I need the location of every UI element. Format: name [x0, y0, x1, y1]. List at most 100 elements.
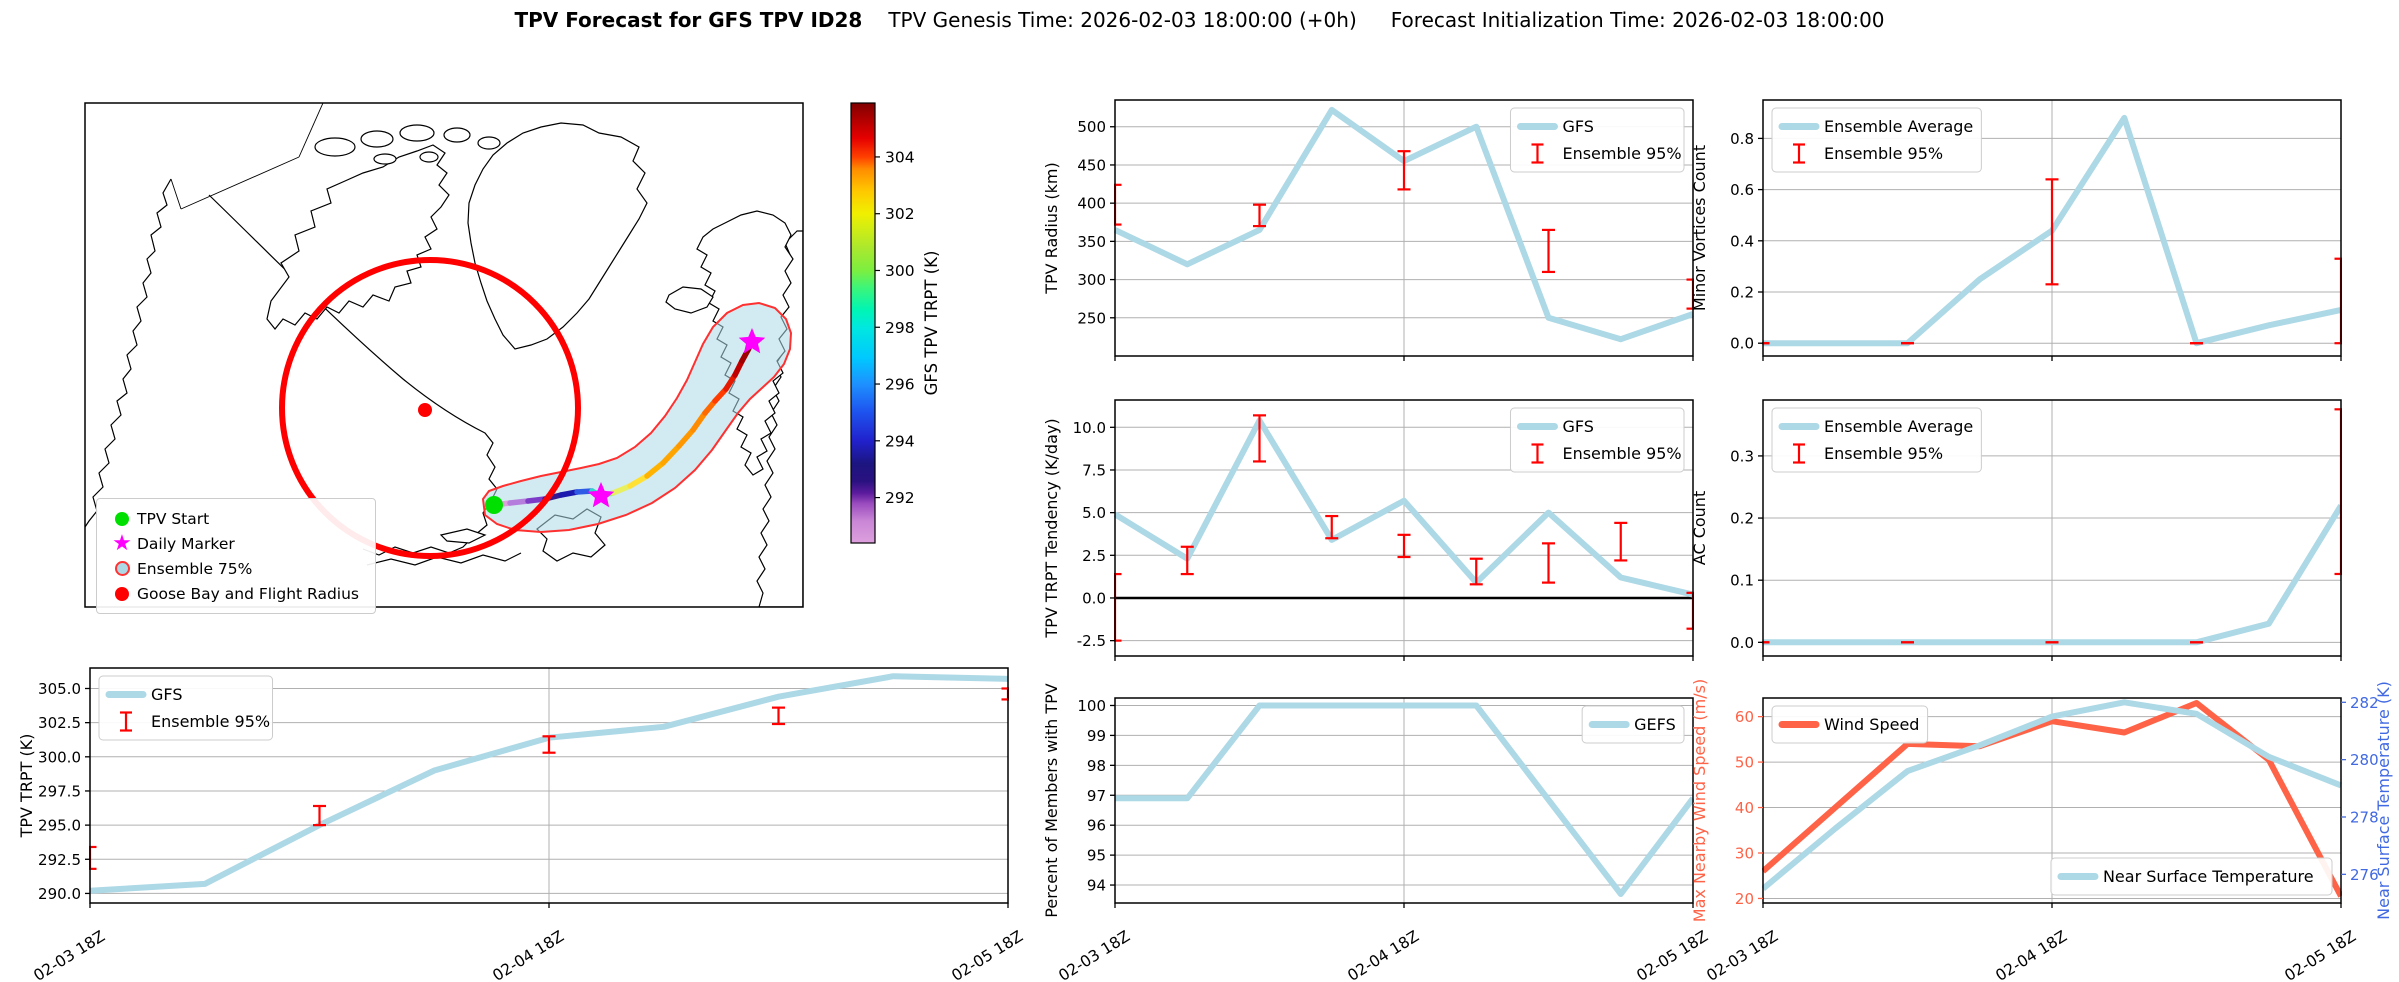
legend-label: GFS — [1562, 117, 1593, 136]
map-legend-label: Daily Marker — [137, 534, 235, 553]
legend-swatch-errorbar — [1793, 143, 1805, 164]
y-axis-label: Max Nearby Wind Speed (m/s) — [1690, 679, 1709, 922]
ytick-label: 350 — [1077, 233, 1106, 251]
legend: Ensemble Average Ensemble 95% — [1771, 407, 1982, 473]
ytick-label: 290.0 — [38, 885, 81, 903]
legend-swatch-errorbar — [120, 711, 132, 732]
legend-label: Ensemble 95% — [151, 712, 270, 731]
ytick-label: 97 — [1087, 787, 1106, 805]
ytick-label: 500 — [1077, 118, 1106, 136]
xtick-label: 02-04 18Z — [1344, 927, 1422, 982]
map-legend-row: ★ Daily Marker — [107, 531, 359, 556]
tpv-track — [491, 339, 755, 508]
ytick-label: 400 — [1077, 195, 1106, 213]
ytick-label-right: 276 — [2350, 866, 2379, 884]
ytick-label: 0.0 — [1730, 634, 1754, 652]
xtick-label: 02-03 18Z — [30, 927, 108, 982]
colorbar-tick-label: 304 — [885, 148, 915, 166]
ytick-label: 99 — [1087, 727, 1106, 745]
tpv-start-dot — [485, 496, 503, 514]
goose-bay-dot-icon — [107, 586, 137, 601]
legend-label: Ensemble 95% — [1824, 144, 1943, 163]
map-legend: TPV Start ★ Daily Marker Ensemble 75% Go… — [96, 498, 377, 614]
ytick-label: 98 — [1087, 757, 1106, 775]
legend-label: Ensemble 95% — [1824, 444, 1943, 463]
legend: Near Surface Temperature — [2050, 857, 2333, 896]
legend-label: GEFS — [1634, 715, 1676, 734]
colorbar-label: GFS TPV TRPT (K) — [922, 251, 941, 396]
legend-swatch-errorbar — [1531, 143, 1544, 164]
colorbar-tick-label: 298 — [885, 319, 915, 337]
ytick-label: -2.5 — [1077, 632, 1106, 650]
map-legend-row: Goose Bay and Flight Radius — [107, 581, 359, 606]
ytick-label: 300.0 — [38, 748, 81, 766]
legend-label: Ensemble Average — [1824, 417, 1973, 436]
ytick-label: 0.3 — [1730, 447, 1754, 465]
ytick-label: 250 — [1077, 309, 1106, 327]
chart-minor-vortices: 0.0 0.2 0.4 0.6 0.8 Minor Vortices Count Ensem… — [1690, 99, 2342, 361]
daily-marker-star — [738, 328, 766, 354]
legend-label: Wind Speed — [1824, 715, 1919, 734]
tpv-start-marker-icon — [107, 511, 137, 526]
colorbar: 292 294 296 298 300 302 304 GFS TPV TRPT (K) — [850, 102, 941, 544]
xtick-label: 02-05 18Z — [2281, 927, 2359, 982]
ytick-label: 0.4 — [1730, 232, 1754, 250]
ytick-label: 0.2 — [1730, 510, 1754, 528]
chart-tpv-radius: 250 300 350 400 450 500 TPV Radius (km) GFS Ense… — [1042, 99, 1694, 361]
figure-title: TPV Forecast for GFS TPV ID28 TPV Genesis… — [0, 8, 2399, 32]
ytick-label: 0.8 — [1730, 130, 1754, 148]
ytick-label: 305.0 — [38, 680, 81, 698]
ytick-label: 7.5 — [1082, 461, 1106, 479]
legend-swatch-errorbar — [1793, 443, 1805, 464]
ytick-label: 302.5 — [38, 714, 81, 732]
chart-trpt-tendency: -2.5 0.0 2.5 5.0 7.5 10.0 TPV TRPT Tendency (K… — [1042, 399, 1694, 661]
y-axis-label: Percent of Members with TPV — [1042, 683, 1061, 917]
chart-tpv-trpt: 290.0 292.5 295.0 297.5 300.0 302.5 305.0 TPV T… — [17, 667, 1026, 982]
colorbar-tick-label: 294 — [885, 432, 915, 450]
legend: GFS Ensemble 95% — [1509, 107, 1685, 173]
series-line-gefs — [1115, 702, 1694, 897]
map-legend-row: Ensemble 75% — [107, 556, 359, 581]
y-axis-label: Minor Vortices Count — [1690, 145, 1709, 311]
ytick-label-right: 278 — [2350, 808, 2379, 826]
y-axis-label: TPV TRPT Tendency (K/day) — [1042, 418, 1061, 638]
ensemble-75-circle-icon — [107, 561, 137, 576]
title-init: Forecast Initialization Time: 2026-02-03… — [1390, 8, 1885, 32]
series-line-near-surface-temperature — [1762, 699, 2342, 892]
goose-bay-dot — [418, 403, 432, 417]
map-frame — [84, 102, 804, 608]
ytick-label: 0.0 — [1730, 335, 1754, 353]
legend-label: Near Surface Temperature — [2103, 867, 2314, 886]
colorbar-tick-label: 300 — [885, 262, 915, 280]
legend-label: Ensemble Average — [1824, 117, 1973, 136]
ytick-label: 40 — [1735, 799, 1754, 817]
series-line-gfs — [1114, 417, 1694, 598]
colorbar-tick-label: 302 — [885, 205, 915, 223]
title-genesis: TPV Genesis Time: 2026-02-03 18:00:00 (+… — [888, 8, 1357, 32]
map-legend-label: TPV Start — [137, 509, 210, 528]
ytick-label: 96 — [1087, 817, 1106, 835]
chart-members-percent: 94 95 96 97 98 99 100 Percent of Members with T… — [1042, 683, 1711, 982]
title-main: TPV Forecast for GFS TPV ID28 — [514, 8, 863, 32]
xtick-label: 02-04 18Z — [1992, 927, 2070, 982]
map-legend-label: Goose Bay and Flight Radius — [137, 584, 360, 603]
map-legend-label: Ensemble 75% — [137, 559, 253, 578]
daily-marker-star-icon: ★ — [112, 530, 132, 556]
ytick-label: 0.1 — [1730, 572, 1754, 590]
daily-marker-star — [587, 482, 615, 508]
legend-label: GFS — [1562, 417, 1593, 436]
legend-label: Ensemble 95% — [1562, 144, 1681, 163]
ytick-label-right: 280 — [2350, 751, 2379, 769]
xtick-label: 02-05 18Z — [948, 927, 1026, 982]
legend: GFS Ensemble 95% — [1509, 407, 1685, 473]
xtick-label: 02-04 18Z — [489, 927, 567, 982]
xtick-label: 02-03 18Z — [1055, 927, 1133, 982]
y-axis-label-right: Near Surface Temperature (K) — [2374, 681, 2393, 920]
ytick-label: 5.0 — [1082, 504, 1106, 522]
ytick-label: 60 — [1735, 708, 1754, 726]
ytick-label: 20 — [1735, 890, 1754, 908]
ytick-label: 295.0 — [38, 817, 81, 835]
ytick-label: 95 — [1087, 847, 1106, 865]
ytick-label: 0.6 — [1730, 181, 1754, 199]
